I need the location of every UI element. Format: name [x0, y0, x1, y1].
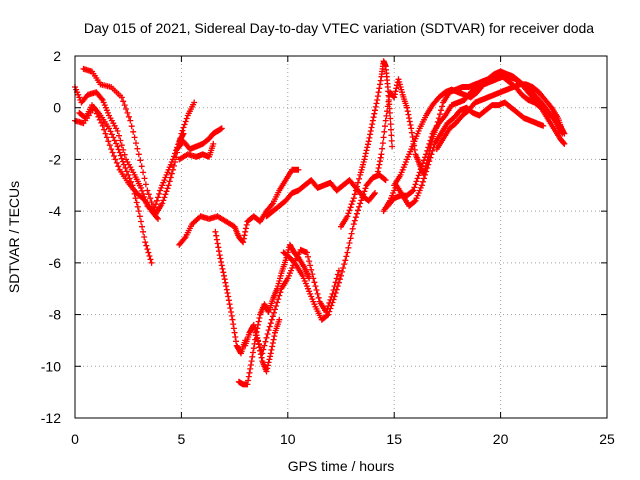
data-point-marks — [176, 140, 217, 163]
series-track-q — [380, 99, 547, 215]
chart-title: Day 015 of 2021, Sidereal Day-to-day VTE… — [84, 20, 594, 36]
data-point-marks — [380, 99, 547, 215]
x-tick-label: 20 — [493, 431, 509, 447]
data-point-marks — [433, 81, 566, 153]
data-point-marks — [174, 125, 225, 153]
series-track-i — [235, 241, 313, 388]
series-track-k — [242, 316, 283, 375]
series-track-m — [263, 177, 378, 220]
data-point-marks — [391, 73, 568, 189]
data-point-marks — [263, 177, 378, 220]
y-tick-label: -8 — [49, 307, 62, 323]
data-point-marks — [252, 246, 342, 357]
plot-frame — [74, 55, 608, 419]
y-axis-label: SDTVAR / TECUs — [6, 181, 22, 293]
x-tick-label: 15 — [386, 431, 402, 447]
y-tick-label: -12 — [41, 410, 61, 426]
x-tick-label: 25 — [599, 431, 615, 447]
series-track-d — [72, 104, 161, 222]
series-track-c — [80, 65, 198, 217]
series-track-a — [72, 84, 187, 215]
x-tick-label: 5 — [178, 431, 186, 447]
y-tick-label: -10 — [41, 358, 61, 374]
data-point-marks — [80, 65, 198, 217]
x-axis-label: GPS time / hours — [288, 458, 395, 474]
series-track-n — [338, 58, 396, 230]
data-point-marks — [212, 228, 249, 357]
series-track-s — [391, 73, 568, 189]
series-track-g — [176, 166, 302, 248]
data-point-marks — [176, 166, 302, 248]
y-tick-label: 0 — [53, 100, 61, 116]
data-point-marks — [338, 58, 396, 230]
x-tick-label: 10 — [280, 431, 296, 447]
data-marks — [72, 58, 568, 388]
grid — [75, 56, 607, 418]
series-track-h — [212, 228, 249, 357]
data-point-marks — [72, 104, 161, 222]
y-tick-label: -4 — [49, 203, 62, 219]
tick-labels: 0 5 10 15 20 25 -12 -10 -8 -6 -4 -2 0 2 — [41, 48, 615, 447]
series-track-f — [176, 140, 217, 163]
y-tick-label: -6 — [49, 255, 62, 271]
data-point-marks — [72, 84, 187, 215]
y-tick-label: 2 — [53, 48, 61, 64]
series-track-j — [252, 246, 342, 357]
data-point-marks — [242, 316, 283, 375]
data-point-marks — [235, 241, 313, 388]
series-track-r — [433, 81, 566, 153]
axis-ticks — [74, 55, 608, 419]
series-track-e — [174, 125, 225, 153]
y-tick-label: -2 — [49, 151, 62, 167]
x-tick-label: 0 — [71, 431, 79, 447]
